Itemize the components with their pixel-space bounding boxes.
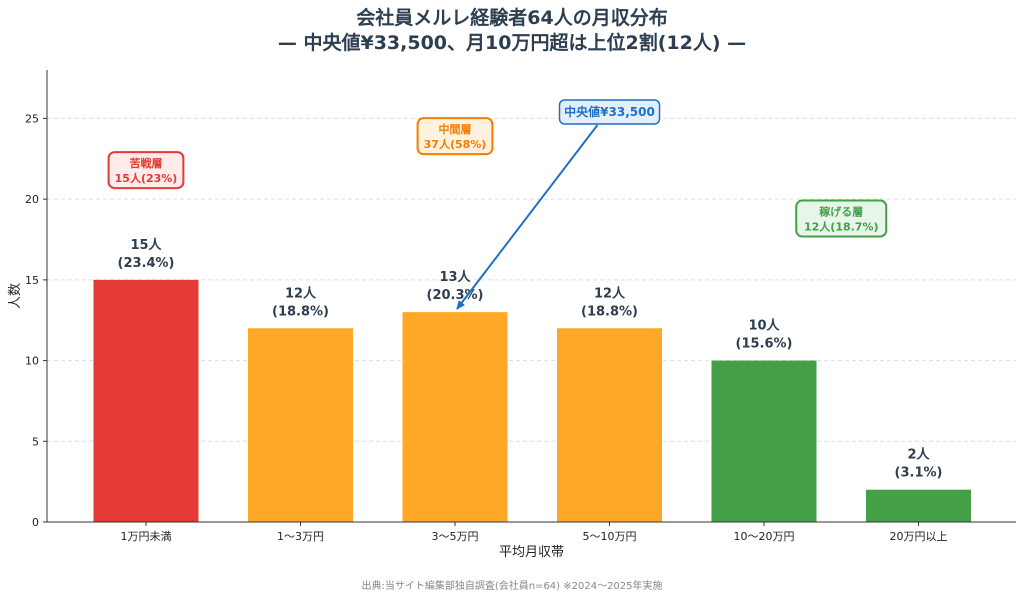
group-annotation-title: 苦戦層 bbox=[130, 156, 163, 170]
chart-subtitle: — 中央値¥33,500、月10万円超は上位2割(12人) — bbox=[277, 32, 747, 54]
group-annotation-box bbox=[795, 199, 888, 238]
bar-percent-label: (20.3%) bbox=[427, 288, 484, 303]
y-tick-label: 5 bbox=[32, 435, 39, 448]
x-tick-label: 1万円未満 bbox=[121, 530, 172, 543]
bar bbox=[711, 360, 817, 522]
y-tick-label: 15 bbox=[25, 274, 39, 287]
group-annotation-count: 12人(18.7%) bbox=[804, 220, 879, 234]
group-annotation-box bbox=[416, 117, 494, 156]
bar-percent-label: (18.8%) bbox=[581, 304, 638, 319]
median-arrow bbox=[456, 124, 599, 310]
y-tick-label: 0 bbox=[32, 516, 39, 529]
x-axis-title: 平均月収帯 bbox=[499, 545, 564, 560]
bar bbox=[866, 489, 971, 522]
bar-percent-label: (18.8%) bbox=[272, 304, 329, 319]
bar-value-label: 15人 bbox=[130, 237, 162, 253]
group-annotation-title: 稼げる層 bbox=[819, 205, 863, 219]
median-label: 中央値¥33,500 bbox=[564, 104, 655, 119]
bar-percent-label: (15.6%) bbox=[736, 337, 793, 352]
x-tick-label: 10〜20万円 bbox=[734, 530, 795, 543]
bar-value-label: 12人 bbox=[594, 285, 626, 301]
y-tick-label: 25 bbox=[25, 112, 39, 125]
x-tick-label: 1〜3万円 bbox=[277, 530, 324, 543]
chart-title: 会社員メルレ経験者64人の月収分布 bbox=[356, 7, 668, 29]
bar bbox=[557, 328, 662, 522]
group-annotation-box bbox=[107, 151, 185, 190]
source-note: 出典:当サイト編集部独自調査(会社員n=64) ※2024〜2025年実施 bbox=[361, 581, 663, 592]
bar bbox=[402, 312, 508, 522]
y-tick-label: 10 bbox=[25, 355, 39, 368]
x-tick-label: 20万円以上 bbox=[890, 530, 948, 543]
median-label-box bbox=[558, 99, 661, 125]
group-annotation-count: 15人(23%) bbox=[115, 171, 178, 185]
x-tick-label: 5〜10万円 bbox=[583, 530, 637, 543]
bar bbox=[248, 328, 353, 522]
group-annotation-title: 中間層 bbox=[439, 122, 472, 136]
bar-value-label: 2人 bbox=[907, 447, 930, 463]
bar-value-label: 12人 bbox=[285, 285, 317, 301]
bar-percent-label: (3.1%) bbox=[895, 466, 943, 481]
y-axis-title: 人数 bbox=[8, 283, 23, 309]
bar-value-label: 10人 bbox=[748, 318, 780, 334]
x-tick-label: 3〜5万円 bbox=[432, 530, 479, 543]
y-tick-label: 20 bbox=[25, 193, 39, 206]
group-annotation-count: 37人(58%) bbox=[424, 137, 487, 151]
bar bbox=[93, 279, 199, 522]
bar-percent-label: (23.4%) bbox=[118, 256, 175, 271]
bar-value-label: 13人 bbox=[439, 269, 471, 285]
